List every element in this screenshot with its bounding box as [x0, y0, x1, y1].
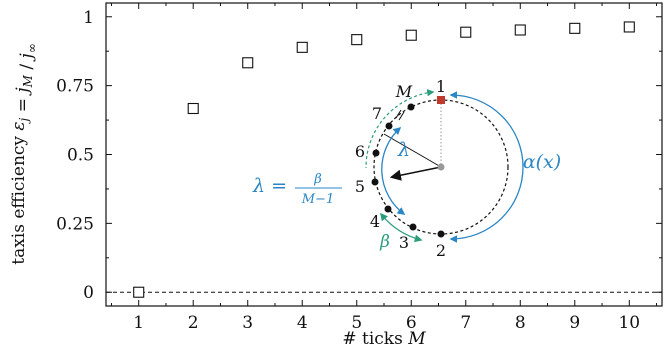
inset-label-M: M — [395, 82, 413, 101]
inset-label-3: 3 — [399, 233, 409, 252]
inset-label-4: 4 — [370, 212, 380, 231]
x-tick-label: 2 — [188, 313, 199, 333]
inset-label-1: 1 — [436, 77, 446, 96]
y-tick-label: 0.25 — [56, 214, 94, 234]
inset-tick-5-dot — [371, 178, 379, 186]
data-point — [133, 286, 145, 298]
data-point — [296, 41, 308, 53]
x-tick-label: 6 — [406, 313, 417, 333]
x-tick-label: 1 — [133, 313, 144, 333]
x-tick-label: 8 — [515, 313, 526, 333]
x-tick-label: 3 — [242, 313, 253, 333]
y-tick-label: 0.5 — [67, 146, 94, 166]
inset-tick-2-dot — [437, 230, 445, 238]
x-axis-label: # ticks M — [342, 329, 426, 349]
inset-break-mark-b — [398, 111, 405, 121]
inset-direction-arrow — [389, 166, 442, 181]
data-points — [133, 21, 635, 298]
y-tick-label: 0 — [83, 283, 94, 303]
data-point — [242, 57, 254, 69]
data-point — [187, 102, 199, 115]
inset-diagram: 1 2 3 4 5 6 7 M λ α(x) λ = β M−1 β — [252, 77, 561, 260]
lambda-arc — [381, 126, 406, 215]
beta-arc — [380, 212, 423, 243]
lambda-formula-lhs: λ = — [252, 175, 287, 197]
inset-label-7: 7 — [372, 104, 382, 123]
lambda-formula-denominator: M−1 — [301, 192, 334, 207]
data-point — [351, 34, 363, 46]
x-ticks: 1 2 3 4 5 6 7 8 9 10 — [110, 3, 658, 333]
inset-radius-line — [383, 133, 442, 168]
inset-center — [437, 163, 445, 171]
x-tick-label: 10 — [618, 313, 640, 333]
inset-tick-1-marker — [437, 96, 445, 104]
inset-tick-M-dot — [407, 103, 415, 111]
inset-beta-label: β — [379, 232, 390, 252]
inset-alpha-label: α(x) — [523, 151, 561, 173]
tick-spacing-arc — [365, 89, 435, 169]
inset-label-2: 2 — [436, 241, 446, 260]
inset-label-6: 6 — [355, 142, 365, 161]
y-tick-label: 1 — [83, 8, 94, 28]
y-ticks: 0 0.25 0.5 0.75 1 — [56, 8, 662, 303]
inset-break-mark-a — [395, 109, 402, 119]
alpha-arc — [449, 91, 524, 243]
data-point — [405, 29, 417, 41]
data-point — [460, 26, 472, 38]
lambda-formula-numerator: β — [313, 172, 322, 187]
inset-lambda-label: λ — [397, 139, 410, 161]
x-tick-label: 5 — [351, 313, 362, 333]
y-axis-label: taxis efficiency εj = jM / j∞ — [9, 43, 39, 265]
data-point — [623, 21, 635, 33]
x-tick-label: 4 — [297, 313, 308, 333]
data-point — [514, 24, 526, 36]
x-tick-label: 7 — [460, 313, 471, 333]
inset-tick-6-dot — [372, 149, 380, 157]
inset-tick-3-dot — [409, 223, 417, 231]
x-tick-label: 9 — [569, 313, 580, 333]
inset-label-5: 5 — [355, 177, 365, 196]
inset-tick-4-dot — [384, 205, 392, 213]
y-tick-label: 0.75 — [56, 77, 94, 97]
data-point — [569, 22, 581, 34]
inset-tick-7-dot — [385, 122, 393, 130]
